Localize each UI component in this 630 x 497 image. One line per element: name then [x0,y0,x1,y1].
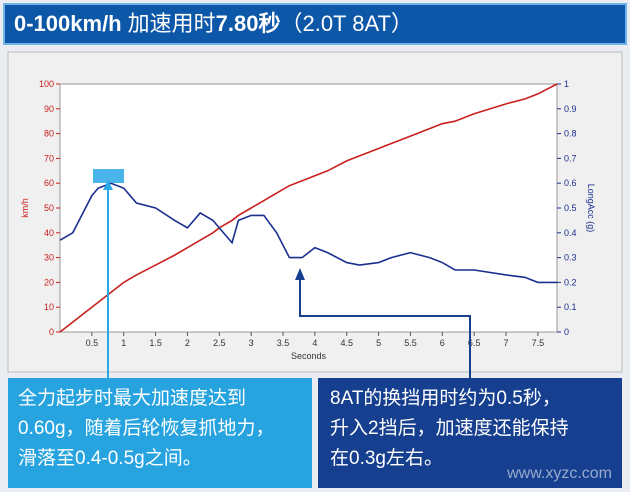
title-part: 0-100km/h [14,11,122,36]
arrowhead [295,268,305,280]
y-tick-label: 0 [49,327,54,337]
note-text: 在0.3g左右。 [330,447,443,469]
y2-tick-label: 0.4 [564,228,577,238]
arrowhead [103,180,113,190]
y2-tick-label: 0.5 [564,203,577,213]
x-tick-label: 0.5 [86,338,99,348]
y2-tick-label: 0.6 [564,178,577,188]
note-text: 全力起步时最大加速度达到 [18,387,246,409]
y2-tick-label: 0 [564,327,569,337]
x-tick-label: 3.5 [277,338,290,348]
x-tick-label: 6.5 [468,338,481,348]
x-tick-label: 5 [376,338,381,348]
y-tick-label: 70 [44,153,54,163]
arrows [93,169,471,378]
notes: 全力起步时最大加速度达到 0.60g，随着后轮恢复抓地力， 滑落至0.4-0.5g之… [18,387,569,469]
x-tick-label: 3 [249,338,254,348]
note-text: 8AT的换挡用时约为0.5秒， [330,387,561,409]
y2-tick-label: 0.2 [564,277,577,287]
y2-axis-label: LongAcc (g) [586,184,596,233]
y-tick-label: 60 [44,178,54,188]
x-tick-label: 5.5 [404,338,417,348]
y2-tick-label: 0.3 [564,253,577,263]
x-tick-label: 1.5 [149,338,162,348]
note-text: 0.60g，随着后轮恢复抓地力， [18,417,275,439]
y-tick-label: 20 [44,277,54,287]
x-tick-label: 4 [312,338,317,348]
y-tick-label: 100 [39,79,54,89]
note-text: 升入2挡后，加速度还能保持 [330,417,569,439]
y-tick-label: 10 [44,302,54,312]
x-tick-label: 4.5 [340,338,353,348]
plot-area [59,83,558,333]
header-bar [3,3,627,45]
y2-tick-label: 0.8 [564,129,577,139]
y-tick-label: 50 [44,203,54,213]
series-line [59,83,558,333]
watermark: www.xyzc.com [506,465,612,482]
y2-tick-label: 1 [564,79,569,89]
title-part: 加速用时 [128,11,216,36]
y2-tick-label: 0.1 [564,302,577,312]
title-part: （2.0T 8AT） [280,11,412,36]
y2-tick-label: 0.9 [564,104,577,114]
x-tick-label: 7 [504,338,509,348]
y2-tick-label: 0.7 [564,153,577,163]
title-part: 7.80秒 [216,11,281,36]
y-tick-label: 80 [44,129,54,139]
note-text: 滑落至0.4-0.5g之间。 [18,447,202,469]
chart-title: 0-100km/h 加速用时7.80秒（2.0T 8AT） [14,11,413,36]
x-tick-label: 1 [121,338,126,348]
x-tick-label: 2.5 [213,338,226,348]
y-axis-label: km/h [20,198,30,218]
note-box [318,378,622,488]
y-tick-label: 40 [44,228,54,238]
y-tick-label: 30 [44,253,54,263]
x-tick-label: 2 [185,338,190,348]
x-tick-label: 6 [440,338,445,348]
x-tick-label: 7.5 [532,338,545,348]
plot: 0.5 1 1.5 2 2.5 3 3.5 4 4.5 5 5.5 6 6.5 7 7.5010203040… [20,79,596,361]
highlight [93,169,124,183]
note-box [8,378,312,488]
arrow [299,272,471,378]
y-tick-label: 90 [44,104,54,114]
series-line [59,182,557,284]
x-axis-label: Seconds [291,351,327,361]
